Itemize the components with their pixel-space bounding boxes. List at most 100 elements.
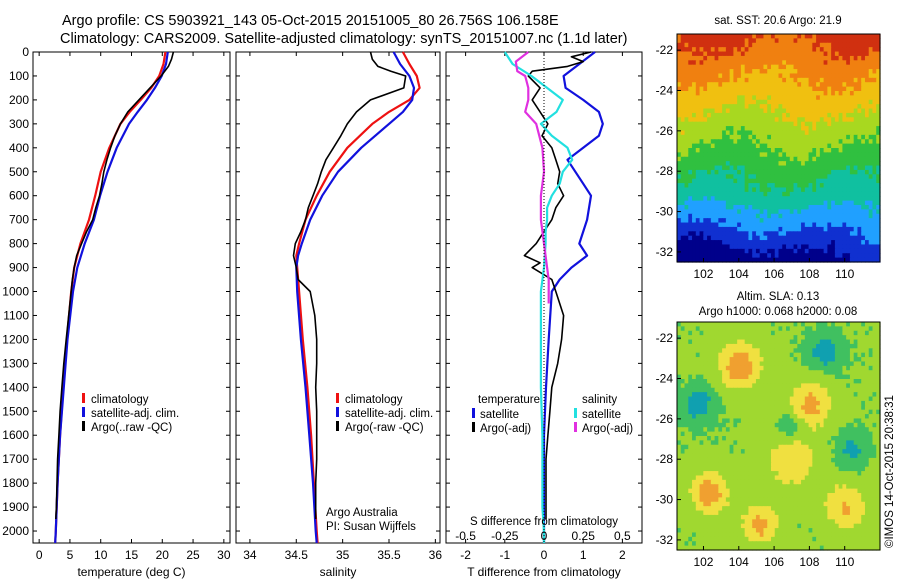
heatmap-cell (699, 387, 704, 393)
heatmap-cell (812, 343, 817, 349)
heatmap-cell (725, 422, 731, 428)
heatmap-cell (861, 64, 866, 70)
heatmap-cell (707, 130, 712, 136)
heatmap-cell (770, 253, 776, 259)
heatmap-cell (872, 396, 877, 402)
heatmap-cell (763, 34, 768, 39)
heatmap-cell (684, 183, 689, 189)
heatmap-cell (695, 248, 701, 254)
heatmap-cell (763, 161, 768, 167)
heatmap-cell (684, 466, 689, 472)
heatmap-cell (740, 148, 746, 153)
heatmap-cell (770, 148, 776, 153)
heatmap-cell (718, 405, 723, 411)
heatmap-cell (834, 348, 840, 354)
heatmap-cell (755, 95, 761, 101)
heatmap-cell (680, 112, 686, 118)
heatmap-cell (872, 183, 877, 189)
heatmap-cell (857, 449, 862, 455)
heatmap-cell (823, 134, 828, 140)
heatmap-cell (718, 409, 723, 415)
heatmap-cell (789, 191, 795, 197)
heatmap-cell (767, 322, 772, 327)
y-tick-label: 1700 (2, 452, 29, 466)
heatmap-cell (846, 187, 851, 193)
heatmap-cell (763, 383, 768, 389)
heatmap-cell (808, 392, 813, 398)
heatmap-cell (786, 42, 791, 48)
heatmap-cell (725, 348, 731, 354)
heatmap-cell (677, 104, 682, 110)
heatmap-cell (699, 169, 704, 175)
heatmap-cell (744, 161, 750, 167)
heatmap-cell (793, 405, 798, 411)
heatmap-cell (782, 471, 787, 477)
sst-map-title: sat. SST: 20.6 Argo: 21.9 (714, 15, 841, 27)
heatmap-cell (816, 330, 821, 336)
heatmap-cell (864, 126, 870, 132)
heatmap-cell (740, 99, 746, 105)
heatmap-cell (725, 99, 731, 105)
heatmap-cell (692, 466, 697, 472)
heatmap-cell (876, 352, 881, 358)
heatmap-cell (868, 218, 874, 224)
heatmap-cell (740, 108, 746, 114)
heatmap-cell (838, 86, 844, 92)
heatmap-cell (823, 257, 828, 263)
heatmap-cell (725, 51, 731, 57)
heatmap-cell (729, 51, 734, 57)
heatmap-cell (782, 191, 787, 197)
heatmap-cell (853, 126, 859, 132)
heatmap-cell (861, 130, 866, 136)
heatmap-cell (692, 64, 697, 70)
heatmap-cell (868, 205, 874, 210)
heatmap-cell (680, 187, 686, 193)
heatmap-cell (864, 86, 870, 92)
heatmap-cell (872, 357, 877, 363)
heatmap-cell (868, 357, 874, 363)
heatmap-cell (677, 231, 682, 237)
heatmap-cell (703, 38, 708, 44)
heatmap-cell (684, 400, 689, 406)
heatmap-cell (774, 165, 780, 171)
heatmap-cell (729, 86, 734, 92)
heatmap-cell (849, 335, 855, 341)
heatmap-cell (692, 86, 697, 92)
heatmap-cell (842, 156, 847, 162)
heatmap-cell (680, 104, 686, 110)
heatmap-cell (729, 187, 734, 193)
heatmap-cell (872, 60, 877, 66)
heatmap-cell (778, 466, 783, 472)
heatmap-cell (842, 235, 847, 241)
heatmap-cell (861, 134, 866, 140)
heatmap-cell (677, 55, 682, 61)
heatmap-cell (722, 130, 727, 136)
heatmap-cell (718, 60, 723, 66)
heatmap-cell (819, 374, 825, 380)
heatmap-cell (812, 326, 817, 332)
heatmap-cell (819, 130, 825, 136)
heatmap-cell (819, 200, 825, 206)
heatmap-cell (823, 357, 828, 363)
heatmap-cell (725, 112, 731, 118)
heatmap-cell (827, 339, 832, 345)
heatmap-cell (793, 104, 798, 110)
heatmap-cell (861, 374, 866, 380)
heatmap-cell (725, 235, 731, 241)
heatmap-cell (819, 99, 825, 105)
heatmap-cell (733, 462, 738, 468)
heatmap-cell (755, 466, 761, 472)
heatmap-cell (786, 205, 791, 210)
heatmap-cell (684, 370, 689, 376)
heatmap-cell (838, 357, 844, 363)
heatmap-cell (714, 38, 719, 44)
heatmap-cell (838, 462, 844, 468)
heatmap-cell (714, 156, 719, 162)
heatmap-cell (767, 357, 772, 363)
heatmap-cell (755, 196, 761, 202)
heatmap-cell (707, 357, 712, 363)
heatmap-cell (740, 86, 746, 92)
heatmap-cell (744, 108, 750, 114)
heatmap-cell (707, 231, 712, 237)
heatmap-cell (733, 104, 738, 110)
